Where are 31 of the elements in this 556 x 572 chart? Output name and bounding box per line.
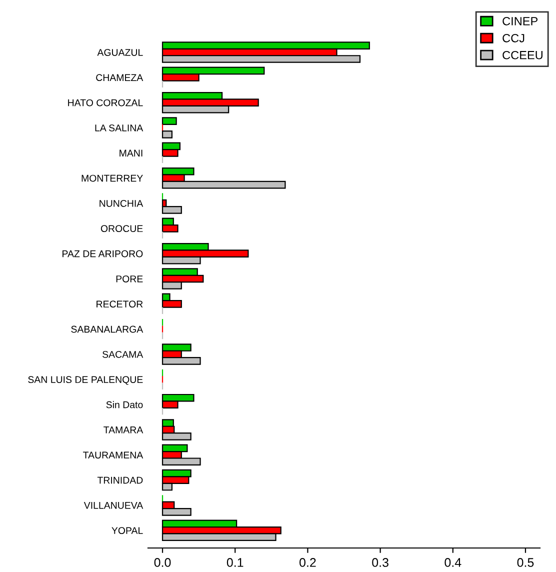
y-tick-label: VILLANUEVA bbox=[84, 502, 144, 509]
legend-label: CCJ bbox=[502, 34, 524, 42]
y-tick-label: PAZ DE ARIPORO bbox=[62, 250, 143, 258]
y-tick-label: MONTERREY bbox=[82, 174, 143, 182]
y-tick-label: PORE bbox=[116, 275, 143, 282]
y-tick-label: SABANALARGA bbox=[71, 326, 144, 333]
y-tick-label: AGUAZUL bbox=[97, 48, 143, 56]
bar bbox=[162, 117, 177, 125]
y-tick-label: YOPAL bbox=[112, 527, 143, 534]
bar bbox=[162, 130, 173, 138]
legend-label: CCEEU bbox=[502, 50, 542, 60]
y-tick-label: CHAMEZA bbox=[96, 74, 144, 82]
legend-label: CINEP bbox=[502, 17, 538, 26]
y-tick-label: Sin Dato bbox=[106, 401, 143, 408]
y-tick-label: TRINIDAD bbox=[97, 476, 143, 484]
x-tick-label: 0.1 bbox=[226, 558, 244, 567]
x-tick-label: 0.3 bbox=[372, 558, 388, 567]
x-tick-label: 0.4 bbox=[444, 558, 462, 567]
x-tick-label: 0.2 bbox=[300, 558, 316, 567]
y-tick-label: NUNCHIA bbox=[100, 200, 144, 207]
y-tick-label: LA SALINA bbox=[95, 124, 144, 132]
y-tick-label: SACAMA bbox=[102, 350, 144, 358]
y-tick-label: RECETOR bbox=[96, 300, 143, 308]
y-tick-label: HATO COROZAL bbox=[68, 99, 143, 106]
x-tick-label: 0.0 bbox=[154, 558, 171, 567]
y-tick-label: TAMARA bbox=[104, 426, 144, 434]
y-tick-label: TAURAMENA bbox=[83, 452, 144, 459]
x-tick-label: 0.5 bbox=[517, 558, 534, 567]
y-tick-label: OROCUE bbox=[100, 225, 143, 232]
y-tick-label: MANI bbox=[120, 150, 142, 156]
y-tick-label: SAN LUIS DE PALENQUE bbox=[28, 376, 143, 385]
